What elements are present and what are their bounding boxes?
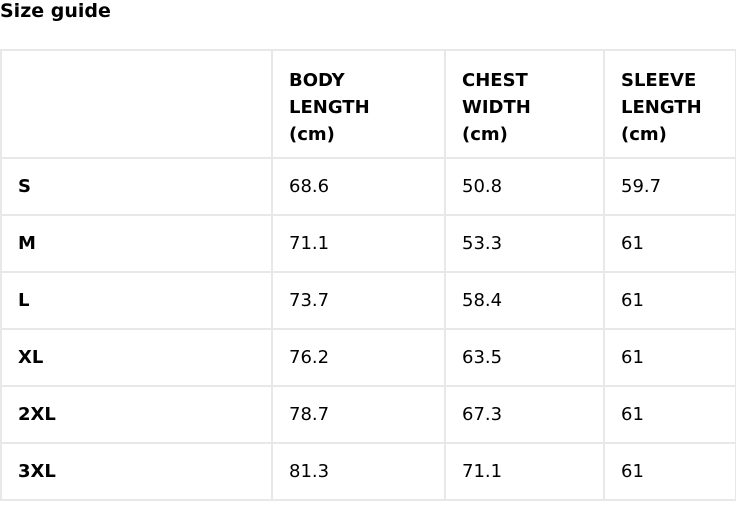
measurement-cell: 61: [603, 328, 736, 387]
size-label: L: [0, 271, 273, 330]
column-header: [0, 49, 273, 159]
measurement-cell: 61: [603, 214, 736, 273]
table-row: 2XL 78.7 67.3 61: [0, 385, 736, 444]
measurement-cell: 59.7: [603, 157, 736, 216]
page-title: Size guide: [0, 0, 111, 22]
measurement-cell: 78.7: [271, 385, 446, 444]
measurement-cell: 61: [603, 385, 736, 444]
measurement-cell: 71.1: [444, 442, 605, 501]
size-label: XL: [0, 328, 273, 387]
size-label: 2XL: [0, 385, 273, 444]
size-guide-table: BODY LENGTH (cm) CHEST WIDTH (cm) SLEEVE LENGTH…: [0, 49, 736, 501]
measurement-cell: 58.4: [444, 271, 605, 330]
measurement-cell: 50.8: [444, 157, 605, 216]
column-header-text: LENGTH: [621, 97, 702, 118]
measurement-cell: 71.1: [271, 214, 446, 273]
table-row: XL 76.2 63.5 61: [0, 328, 736, 387]
column-header-text: (cm): [462, 124, 508, 145]
header-row: BODY LENGTH (cm) CHEST WIDTH (cm) SLEEVE LENGTH…: [0, 49, 736, 159]
size-label: 3XL: [0, 442, 273, 501]
column-header-text: (cm): [289, 124, 335, 145]
table-row: M 71.1 53.3 61: [0, 214, 736, 273]
measurement-cell: 53.3: [444, 214, 605, 273]
table-row: 3XL 81.3 71.1 61: [0, 442, 736, 501]
column-header-text: SLEEVE: [621, 70, 697, 91]
column-header-text: WIDTH: [462, 97, 531, 118]
column-header-text: CHEST: [462, 70, 528, 91]
column-header: BODY LENGTH (cm): [271, 49, 446, 159]
measurement-cell: 68.6: [271, 157, 446, 216]
column-header-text: BODY: [289, 70, 345, 91]
measurement-cell: 76.2: [271, 328, 446, 387]
size-label: M: [0, 214, 273, 273]
column-header: SLEEVE LENGTH (cm): [603, 49, 736, 159]
measurement-cell: 73.7: [271, 271, 446, 330]
measurement-cell: 67.3: [444, 385, 605, 444]
measurement-cell: 81.3: [271, 442, 446, 501]
table-row: L 73.7 58.4 61: [0, 271, 736, 330]
measurement-cell: 61: [603, 271, 736, 330]
column-header-text: (cm): [621, 124, 667, 145]
column-header-text: LENGTH: [289, 97, 370, 118]
column-header: CHEST WIDTH (cm): [444, 49, 605, 159]
measurement-cell: 63.5: [444, 328, 605, 387]
measurement-cell: 61: [603, 442, 736, 501]
table-row: S 68.6 50.8 59.7: [0, 157, 736, 216]
size-label: S: [0, 157, 273, 216]
